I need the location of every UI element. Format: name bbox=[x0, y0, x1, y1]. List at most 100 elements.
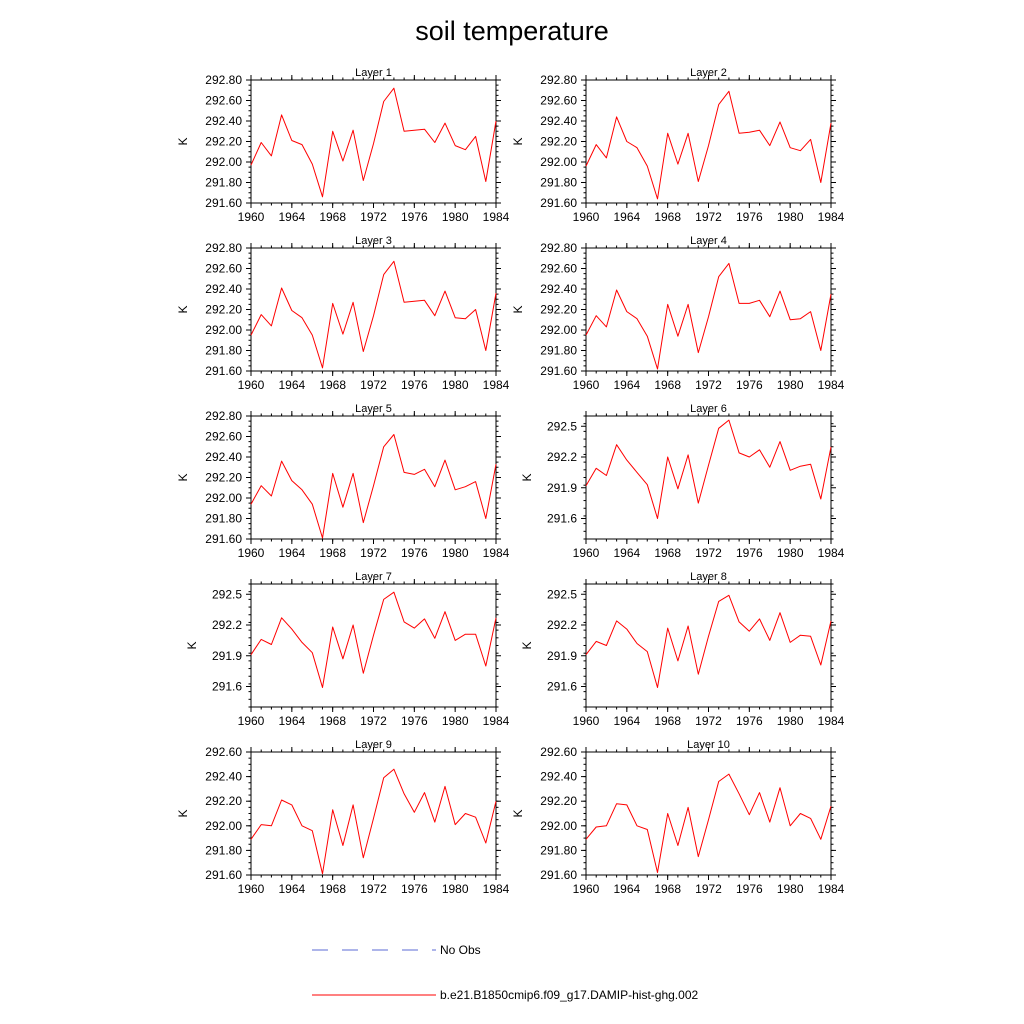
x-tick-label: 1984 bbox=[483, 714, 510, 728]
y-tick-label: 291.6 bbox=[212, 680, 242, 694]
x-tick-label: 1972 bbox=[360, 714, 387, 728]
y-axis-label: K bbox=[520, 473, 534, 481]
panel-title: Layer 8 bbox=[690, 571, 727, 583]
x-tick-label: 1980 bbox=[777, 546, 804, 560]
x-tick-label: 1980 bbox=[442, 882, 469, 896]
x-tick-label: 1960 bbox=[573, 378, 600, 392]
legend-obs-label: No Obs bbox=[440, 943, 481, 957]
legend-model-label: b.e21.B1850cmip6.f09_g17.DAMIP-hist-ghg.… bbox=[440, 988, 698, 1002]
panel-layer-7: Layer 7 291.6 291.9 292.2 292.5 1960 1964 1968 1… bbox=[185, 571, 510, 728]
plot-frame bbox=[585, 583, 832, 708]
x-tick-label: 1960 bbox=[238, 210, 265, 224]
series-line-model bbox=[585, 262, 832, 370]
panel-layer-9: Layer 9 291.60 291.80 292.00 292.20 292.40 292… bbox=[176, 739, 510, 896]
y-tick-label: 292.40 bbox=[205, 450, 242, 464]
x-tick-label: 1980 bbox=[442, 378, 469, 392]
y-tick-label: 291.9 bbox=[547, 481, 577, 495]
y-tick-label: 291.80 bbox=[205, 843, 242, 857]
x-tick-label: 1968 bbox=[319, 882, 346, 896]
y-tick-label: 291.80 bbox=[205, 512, 242, 526]
panel-title: Layer 6 bbox=[690, 403, 727, 415]
y-tick-label: 292.40 bbox=[540, 770, 577, 784]
x-tick-label: 1976 bbox=[401, 714, 428, 728]
x-tick-label: 1960 bbox=[573, 714, 600, 728]
panel-title: Layer 5 bbox=[355, 403, 392, 415]
x-tick-label: 1972 bbox=[695, 210, 722, 224]
x-tick-label: 1968 bbox=[319, 714, 346, 728]
x-tick-label: 1964 bbox=[278, 378, 305, 392]
x-tick-label: 1960 bbox=[573, 882, 600, 896]
x-tick-label: 1980 bbox=[777, 882, 804, 896]
panel-title: Layer 7 bbox=[355, 571, 392, 583]
series-line-model bbox=[250, 591, 497, 688]
y-tick-label: 292.2 bbox=[212, 618, 242, 632]
y-tick-label: 291.60 bbox=[205, 196, 242, 210]
series-line-model bbox=[250, 260, 497, 369]
y-tick-label: 292.2 bbox=[547, 450, 577, 464]
x-tick-label: 1972 bbox=[360, 378, 387, 392]
x-tick-label: 1980 bbox=[442, 546, 469, 560]
x-tick-label: 1972 bbox=[695, 882, 722, 896]
y-tick-label: 292.5 bbox=[212, 587, 242, 601]
plot-frame bbox=[250, 751, 497, 876]
y-tick-label: 291.60 bbox=[540, 364, 577, 378]
y-tick-label: 292.60 bbox=[205, 94, 242, 108]
panel-layer-8: Layer 8 291.6 291.9 292.2 292.5 1960 1964 1968 1… bbox=[520, 571, 845, 728]
y-tick-label: 291.60 bbox=[205, 364, 242, 378]
y-tick-label: 292.60 bbox=[540, 745, 577, 759]
x-tick-label: 1960 bbox=[573, 210, 600, 224]
plot-frame bbox=[585, 79, 832, 204]
x-tick-label: 1984 bbox=[483, 210, 510, 224]
series-line-model bbox=[585, 594, 832, 688]
panels-group: Layer 1 291.60 291.80 292.00 292.20 292.40 292… bbox=[176, 67, 845, 896]
x-tick-label: 1976 bbox=[736, 546, 763, 560]
x-tick-label: 1984 bbox=[818, 378, 845, 392]
panel-title: Layer 3 bbox=[355, 235, 392, 247]
x-tick-label: 1972 bbox=[360, 882, 387, 896]
y-tick-label: 291.80 bbox=[540, 176, 577, 190]
panel-title: Layer 1 bbox=[355, 67, 392, 79]
series-line-model bbox=[250, 87, 497, 198]
plot-frame bbox=[585, 415, 832, 540]
x-tick-label: 1980 bbox=[777, 210, 804, 224]
x-tick-label: 1960 bbox=[238, 882, 265, 896]
x-tick-label: 1984 bbox=[818, 714, 845, 728]
x-tick-label: 1984 bbox=[818, 882, 845, 896]
panel-layer-4: Layer 4 291.60 291.80 292.00 292.20 292.40 292… bbox=[511, 235, 845, 392]
y-tick-label: 291.9 bbox=[212, 649, 242, 663]
y-axis-label: K bbox=[511, 809, 525, 817]
x-tick-label: 1968 bbox=[654, 546, 681, 560]
figure-title: soil temperature bbox=[415, 16, 609, 46]
y-tick-label: 292.20 bbox=[540, 794, 577, 808]
y-tick-label: 292.5 bbox=[547, 419, 577, 433]
x-tick-label: 1968 bbox=[654, 714, 681, 728]
y-tick-label: 292.00 bbox=[540, 155, 577, 169]
panel-title: Layer 4 bbox=[690, 235, 727, 247]
plot-frame bbox=[250, 415, 497, 540]
y-tick-label: 291.6 bbox=[547, 680, 577, 694]
x-tick-label: 1976 bbox=[736, 882, 763, 896]
y-tick-label: 292.80 bbox=[540, 241, 577, 255]
y-tick-label: 291.80 bbox=[205, 176, 242, 190]
y-tick-label: 292.80 bbox=[205, 73, 242, 87]
x-tick-label: 1984 bbox=[818, 210, 845, 224]
x-tick-label: 1964 bbox=[613, 546, 640, 560]
y-axis-label: K bbox=[176, 305, 190, 313]
panel-layer-6: Layer 6 291.6 291.9 292.2 292.5 1960 1964 1968 1… bbox=[520, 403, 845, 560]
x-tick-label: 1960 bbox=[238, 546, 265, 560]
x-tick-label: 1976 bbox=[401, 882, 428, 896]
y-tick-label: 292.2 bbox=[547, 618, 577, 632]
y-tick-label: 291.60 bbox=[540, 196, 577, 210]
y-tick-label: 291.6 bbox=[547, 512, 577, 526]
y-tick-label: 292.00 bbox=[205, 819, 242, 833]
y-axis-label: K bbox=[520, 641, 534, 649]
x-tick-label: 1980 bbox=[442, 210, 469, 224]
y-tick-label: 292.00 bbox=[205, 491, 242, 505]
y-tick-label: 291.80 bbox=[540, 344, 577, 358]
x-tick-label: 1976 bbox=[401, 210, 428, 224]
y-tick-label: 291.60 bbox=[205, 532, 242, 546]
y-tick-label: 291.80 bbox=[540, 843, 577, 857]
y-tick-label: 292.00 bbox=[540, 323, 577, 337]
plot-frame bbox=[250, 583, 497, 708]
x-tick-label: 1960 bbox=[238, 378, 265, 392]
